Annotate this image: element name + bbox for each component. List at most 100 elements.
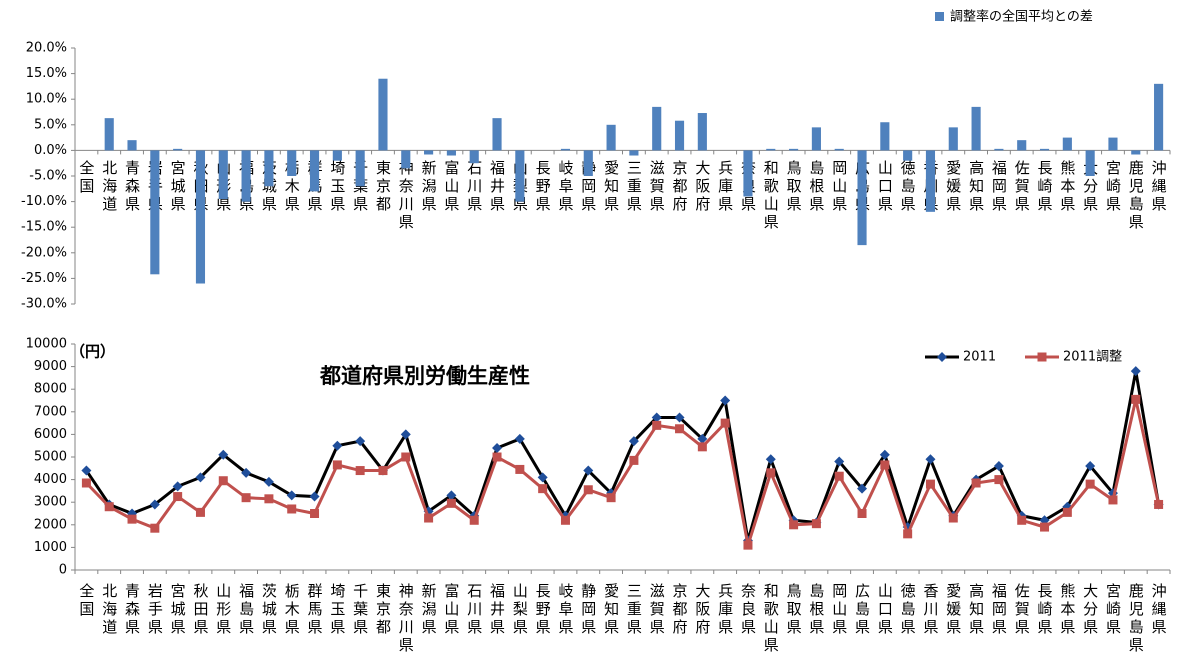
legend-swatch <box>935 12 944 21</box>
x-tick-label: 茨城県 <box>260 583 278 637</box>
y-tick-label: 4000 <box>34 472 67 487</box>
bar <box>697 113 707 151</box>
x-tick-label: 宮崎県 <box>1104 583 1122 637</box>
y-tick-label: 5000 <box>34 450 67 465</box>
x-tick-label: 鹿児島県 <box>1127 583 1145 655</box>
x-tick-label: 岩手県 <box>146 583 164 637</box>
x-tick-label: 三重県 <box>625 583 643 637</box>
x-tick-label: 東京都 <box>374 583 392 637</box>
bar <box>287 150 297 176</box>
x-tick-label: 石川県 <box>465 583 483 637</box>
marker <box>697 433 708 444</box>
bar <box>560 148 571 151</box>
bar <box>1085 150 1095 176</box>
marker <box>560 515 570 525</box>
marker <box>469 515 479 525</box>
marker <box>446 490 457 501</box>
marker <box>172 481 183 492</box>
x-tick-label: 鳥取県 <box>785 159 803 214</box>
bar <box>264 150 274 187</box>
x-tick-label: 徳島県 <box>899 160 917 214</box>
x-tick-label: 神奈川県 <box>397 583 415 655</box>
marker <box>173 492 183 502</box>
x-tick-label: 埼玉県 <box>328 583 346 637</box>
x-tick-label: 宮城県 <box>169 160 187 214</box>
x-tick-label: 北海道 <box>100 583 118 637</box>
marker <box>583 485 593 495</box>
y-tick-label: 0 <box>59 563 67 578</box>
y-tick-label: 10000 <box>26 337 67 352</box>
bar <box>606 124 616 151</box>
x-tick-label: 奈良県 <box>739 583 757 637</box>
x-tick-label: 長野県 <box>534 160 552 214</box>
marker <box>1154 499 1164 509</box>
marker <box>629 455 639 465</box>
marker <box>880 460 890 470</box>
marker <box>675 424 685 434</box>
marker <box>263 476 274 487</box>
x-tick-label: 山口県 <box>876 160 894 214</box>
x-tick-label: 鳥取県 <box>785 582 803 637</box>
bar <box>1154 83 1164 151</box>
y-tick-label: -20.0% <box>21 245 67 260</box>
y-tick-label: 8000 <box>34 382 67 397</box>
marker <box>150 523 160 533</box>
bar <box>401 150 411 169</box>
marker <box>310 509 320 518</box>
x-tick-label: 新潟県 <box>420 160 438 214</box>
marker <box>697 442 707 452</box>
x-tick-label: 島根県 <box>807 583 825 637</box>
marker <box>81 478 91 488</box>
marker <box>1130 366 1141 377</box>
x-tick-label: 岐阜県 <box>556 160 574 214</box>
x-tick-label: 福岡県 <box>990 583 1008 637</box>
x-tick-label: 石川県 <box>465 160 483 214</box>
marker <box>149 499 160 510</box>
x-tick-label: 北海道 <box>100 160 118 214</box>
bar <box>971 106 981 151</box>
x-tick-label: 全国 <box>77 582 95 619</box>
y-tick-label: 15.0% <box>26 66 67 81</box>
x-tick-label: 青森県 <box>123 160 141 214</box>
x-tick-label: 山梨県 <box>511 583 529 637</box>
marker <box>355 466 365 476</box>
y-tick-label: 10.0% <box>26 92 67 107</box>
x-tick-label: 三重県 <box>625 160 643 214</box>
marker <box>811 519 821 529</box>
x-tick-label: 青森県 <box>123 583 141 637</box>
y-axis-label: （円） <box>70 343 115 361</box>
marker <box>628 436 639 447</box>
x-tick-label: 福島県 <box>237 583 255 637</box>
marker <box>218 449 229 460</box>
marker <box>971 478 981 488</box>
bar <box>652 106 662 151</box>
marker <box>765 454 776 465</box>
marker <box>492 452 502 462</box>
marker <box>606 493 616 503</box>
marker <box>492 442 503 453</box>
x-tick-label: 福井県 <box>488 583 506 637</box>
marker <box>355 436 366 447</box>
marker <box>401 452 411 462</box>
x-tick-label: 滋賀県 <box>648 160 666 214</box>
marker <box>378 466 388 476</box>
x-tick-label: 大分県 <box>1081 583 1099 637</box>
marker <box>195 507 205 517</box>
x-tick-label: 千葉県 <box>351 583 369 637</box>
x-tick-label: 徳島県 <box>899 583 917 637</box>
marker <box>424 513 434 523</box>
x-tick-label: 沖縄県 <box>1150 583 1168 637</box>
y-tick-label: 3000 <box>34 495 67 510</box>
x-tick-label: 長崎県 <box>1036 583 1054 637</box>
bar <box>218 150 228 200</box>
y-tick-label: -15.0% <box>21 220 67 235</box>
bar <box>104 118 114 151</box>
bar <box>743 150 753 197</box>
x-tick-label: 滋賀県 <box>648 583 666 637</box>
x-tick-label: 熊本県 <box>1058 160 1076 214</box>
x-tick-label: 熊本県 <box>1058 583 1076 637</box>
bar <box>150 150 160 275</box>
x-tick-label: 長野県 <box>534 583 552 637</box>
marker <box>766 468 776 478</box>
y-tick-label: 7000 <box>34 404 67 419</box>
